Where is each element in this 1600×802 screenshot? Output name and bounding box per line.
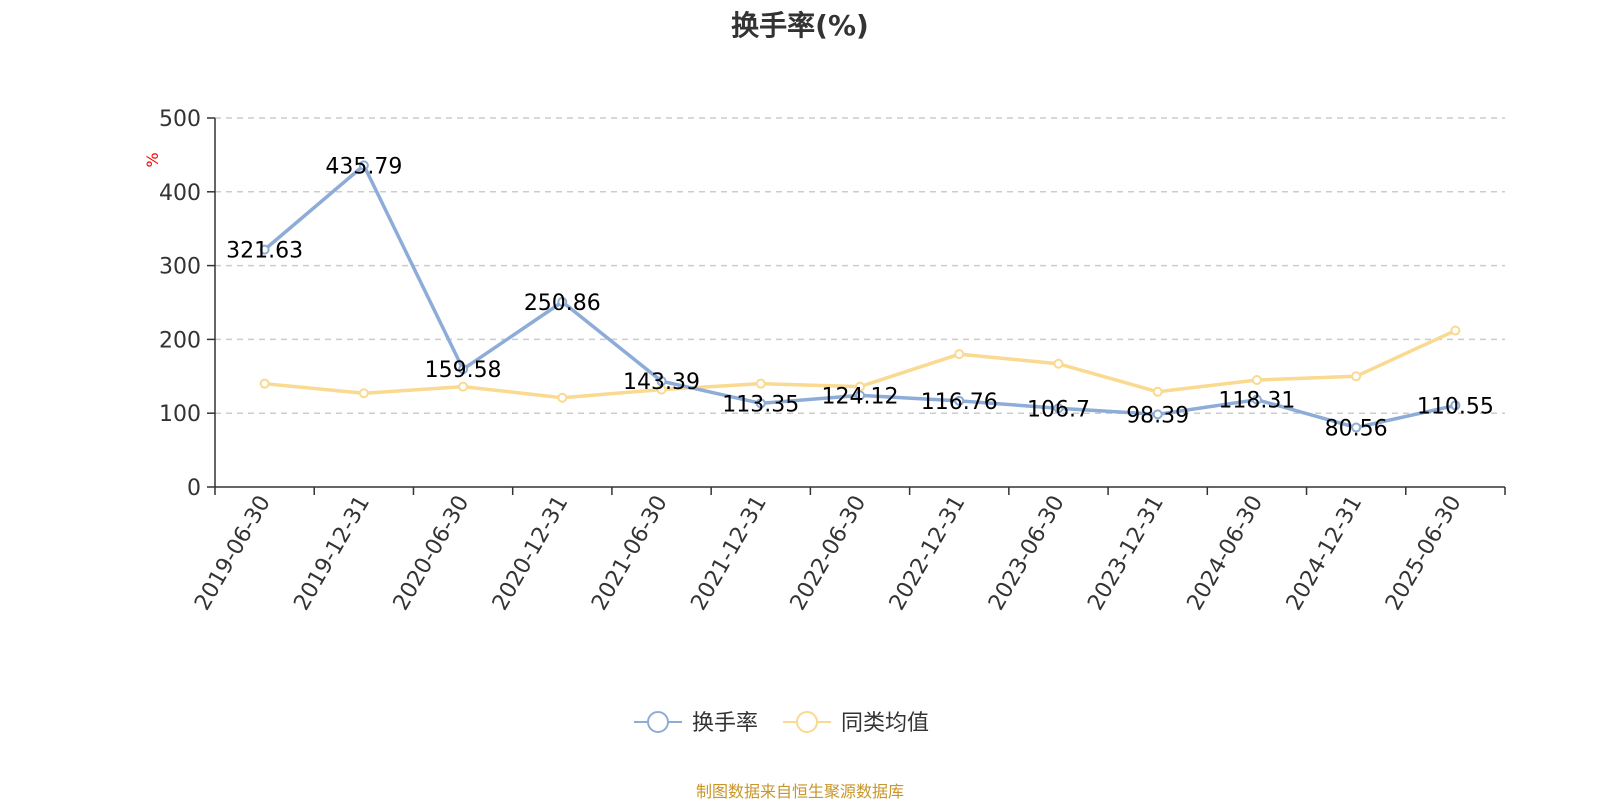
x-tick-label: 2021-12-31 xyxy=(686,492,772,615)
legend-label: 换手率 xyxy=(692,711,758,736)
data-point[interactable] xyxy=(954,349,965,360)
chart-title: 换手率(%) xyxy=(731,9,869,42)
legend-marker xyxy=(647,711,669,733)
y-tick-label: 0 xyxy=(187,476,201,501)
data-point[interactable] xyxy=(1152,386,1163,397)
data-point[interactable] xyxy=(259,378,270,389)
data-point[interactable] xyxy=(755,378,766,389)
data-point[interactable] xyxy=(656,376,667,387)
data-label: 143.39 xyxy=(623,370,700,395)
x-tick-label: 2024-12-31 xyxy=(1282,492,1368,615)
y-tick-label: 500 xyxy=(159,107,201,132)
data-point[interactable] xyxy=(557,296,568,307)
x-tick-label: 2019-06-30 xyxy=(190,492,276,615)
data-point[interactable] xyxy=(557,392,568,403)
data-label: 159.58 xyxy=(425,358,502,383)
data-point[interactable] xyxy=(1053,358,1064,369)
data-point[interactable] xyxy=(458,364,469,375)
y-tick-label: 400 xyxy=(159,181,201,206)
y-tick-label: 100 xyxy=(159,402,201,427)
legend-marker xyxy=(796,711,818,733)
data-label: 118.31 xyxy=(1218,389,1295,414)
data-point[interactable] xyxy=(855,390,865,401)
series-layer xyxy=(259,160,1461,433)
x-tick-label: 2023-12-31 xyxy=(1083,492,1169,615)
legend-item[interactable]: 换手率 xyxy=(634,711,758,736)
data-point[interactable] xyxy=(1351,371,1362,382)
x-tick-label: 2025-06-30 xyxy=(1381,492,1467,615)
data-point[interactable] xyxy=(1053,403,1064,414)
data-point[interactable] xyxy=(1251,374,1262,385)
x-tick-label: 2019-12-31 xyxy=(289,492,375,615)
data-point[interactable] xyxy=(259,244,270,255)
data-label: 124.12 xyxy=(822,384,899,409)
legend[interactable]: 换手率 同类均值 xyxy=(634,711,929,736)
data-label: 113.35 xyxy=(722,392,799,417)
y-tick-label: 200 xyxy=(159,328,201,353)
data-point[interactable] xyxy=(755,398,766,409)
data-point[interactable] xyxy=(954,395,965,406)
data-label: 116.76 xyxy=(921,390,998,415)
data-point[interactable] xyxy=(1450,400,1461,411)
data-label: 435.79 xyxy=(325,154,402,179)
data-point[interactable] xyxy=(1251,394,1262,405)
data-point[interactable] xyxy=(1152,409,1163,420)
source-note: 制图数据来自恒生聚源数据库 xyxy=(695,782,904,801)
x-tick-label: 2023-06-30 xyxy=(984,492,1070,615)
x-tick-label: 2020-06-30 xyxy=(389,491,475,614)
legend-item[interactable]: 同类均值 xyxy=(783,711,929,736)
data-point[interactable] xyxy=(458,381,469,392)
data-point[interactable] xyxy=(1450,325,1461,336)
legend-label: 同类均值 xyxy=(841,711,929,736)
y-tick-label: 300 xyxy=(159,255,201,280)
data-label: 250.86 xyxy=(524,291,601,316)
x-tick-label: 2022-06-30 xyxy=(786,492,872,615)
grid-lines xyxy=(215,117,1505,414)
x-tick-label: 2024-06-30 xyxy=(1183,492,1269,615)
data-point[interactable] xyxy=(358,388,369,399)
data-label: 80.56 xyxy=(1325,417,1388,442)
data-point[interactable] xyxy=(1351,422,1362,433)
x-tick-label: 2022-12-31 xyxy=(885,491,971,614)
data-labels: 321.63 435.79 159.58 250.86 143.39 113.35 124.… xyxy=(226,154,1494,441)
data-label: 98.39 xyxy=(1126,403,1189,428)
data-label: 106.7 xyxy=(1027,397,1090,422)
x-tick-label: 2021-06-30 xyxy=(587,492,673,615)
y-axis-label: % xyxy=(143,152,162,167)
data-point[interactable] xyxy=(358,160,369,171)
data-label: 321.63 xyxy=(226,239,303,264)
data-label: 110.55 xyxy=(1417,394,1494,419)
x-tick-label: 2020-12-31 xyxy=(488,492,574,615)
